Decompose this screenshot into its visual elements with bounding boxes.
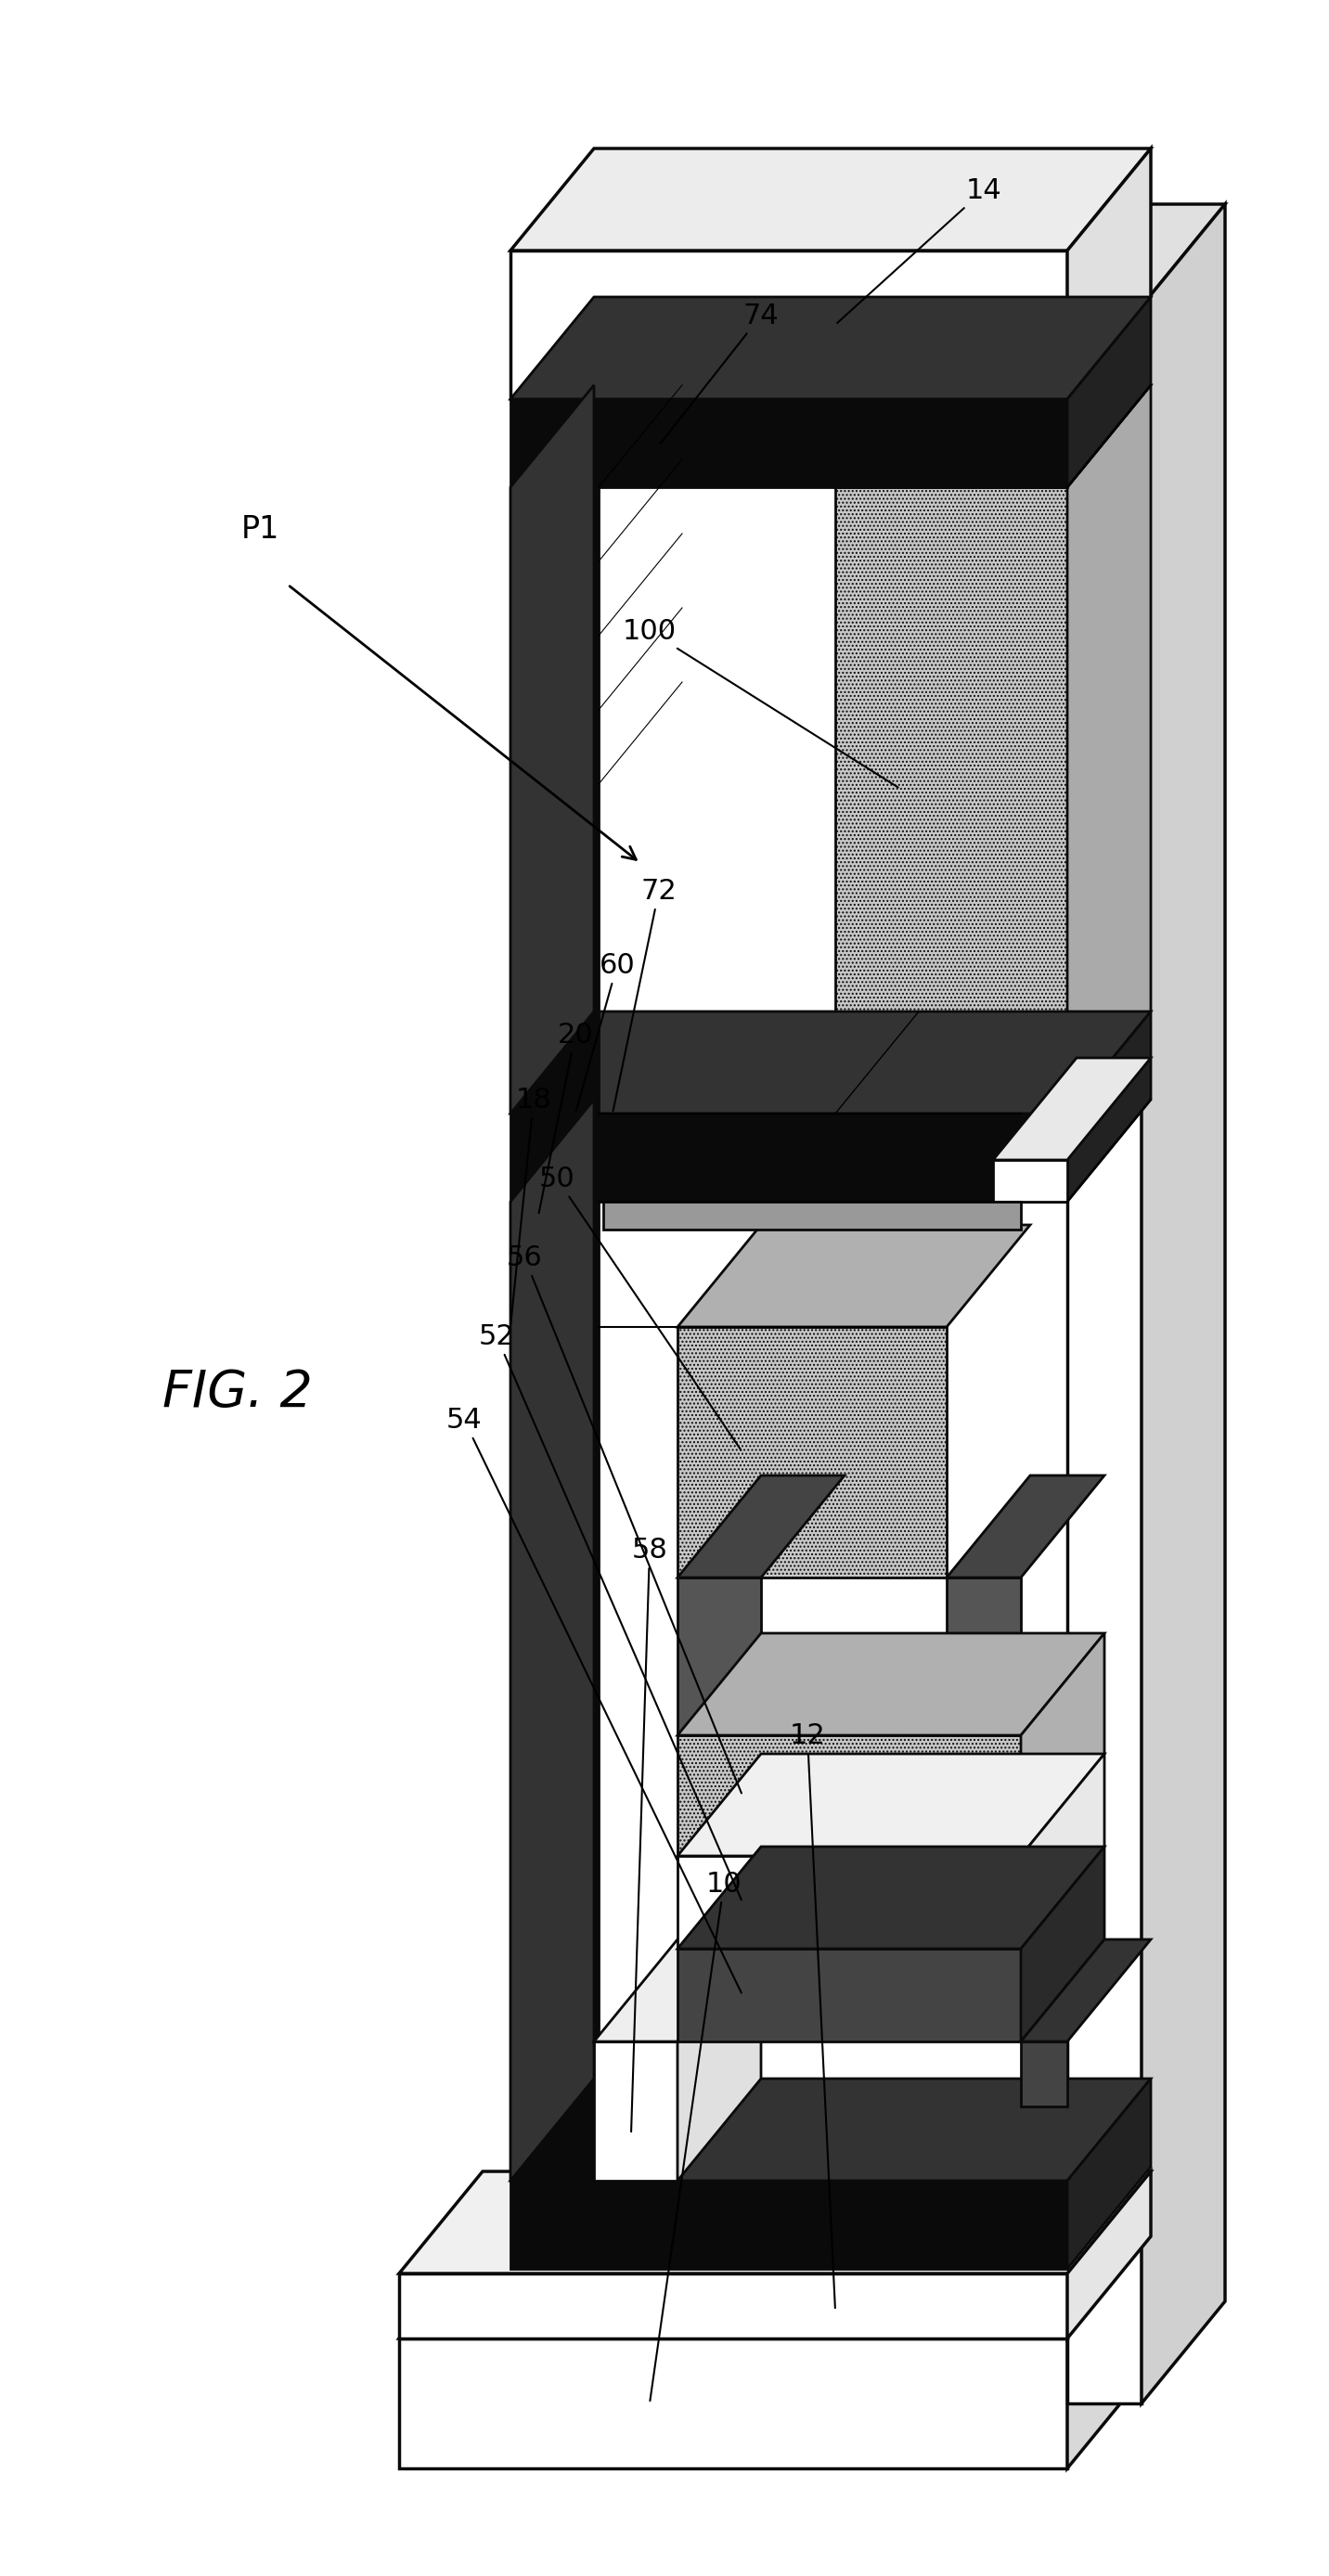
Text: 74: 74: [661, 301, 779, 443]
Polygon shape: [678, 1855, 1021, 1947]
Polygon shape: [399, 2172, 1151, 2275]
Polygon shape: [510, 2079, 1151, 2182]
Text: 52: 52: [478, 1324, 742, 1901]
Polygon shape: [1067, 1012, 1151, 1200]
Text: 58: 58: [631, 1535, 667, 2133]
Polygon shape: [1021, 1633, 1104, 1855]
Polygon shape: [1067, 2236, 1151, 2468]
Polygon shape: [1067, 307, 1142, 2403]
Polygon shape: [510, 1012, 1151, 1113]
Text: 50: 50: [538, 1164, 742, 1450]
Text: 100: 100: [623, 618, 898, 788]
Text: 12: 12: [789, 1721, 835, 2308]
Text: 60: 60: [575, 951, 635, 1110]
Polygon shape: [399, 2339, 1067, 2468]
Polygon shape: [510, 1200, 598, 2182]
Polygon shape: [510, 384, 594, 1113]
Polygon shape: [678, 1577, 762, 1736]
Polygon shape: [678, 1947, 1021, 2043]
Polygon shape: [1021, 2043, 1067, 2107]
Polygon shape: [1021, 1847, 1104, 2043]
Polygon shape: [1067, 296, 1151, 487]
Polygon shape: [946, 1577, 1021, 1736]
Polygon shape: [603, 1200, 1021, 1229]
Polygon shape: [510, 250, 1067, 399]
Polygon shape: [993, 1159, 1067, 1200]
Polygon shape: [510, 296, 1151, 399]
Polygon shape: [510, 149, 1151, 250]
Polygon shape: [678, 1736, 1021, 1855]
Polygon shape: [678, 1226, 1030, 1327]
Text: 54: 54: [447, 1406, 742, 1994]
Text: 56: 56: [506, 1244, 742, 1793]
Polygon shape: [678, 1754, 1104, 1855]
Polygon shape: [678, 1847, 1104, 1947]
Text: 20: 20: [538, 1020, 593, 1213]
Polygon shape: [594, 2043, 678, 2182]
Polygon shape: [835, 487, 1067, 1113]
Polygon shape: [678, 1476, 844, 1577]
Polygon shape: [510, 1113, 1067, 1200]
Polygon shape: [399, 2236, 1151, 2339]
Polygon shape: [1067, 384, 1151, 1113]
Polygon shape: [1067, 2172, 1151, 2339]
Text: FIG. 2: FIG. 2: [162, 1368, 312, 1417]
Polygon shape: [1067, 149, 1151, 399]
Polygon shape: [1021, 1940, 1151, 2043]
Text: 18: 18: [510, 1087, 552, 1324]
Text: 10: 10: [650, 1870, 742, 2401]
Polygon shape: [510, 2182, 1067, 2269]
Polygon shape: [1021, 1754, 1104, 1947]
Polygon shape: [399, 2275, 1067, 2339]
Text: P1: P1: [241, 513, 279, 544]
Polygon shape: [1067, 204, 1225, 307]
Polygon shape: [594, 1940, 762, 2043]
Polygon shape: [510, 487, 598, 1113]
Polygon shape: [835, 384, 1151, 487]
Polygon shape: [678, 1633, 1104, 1736]
Polygon shape: [993, 1059, 1151, 1159]
Polygon shape: [1067, 2079, 1151, 2269]
Polygon shape: [510, 1100, 594, 2182]
Polygon shape: [1142, 204, 1225, 2403]
Polygon shape: [510, 399, 1067, 487]
Polygon shape: [946, 1476, 1104, 1577]
Polygon shape: [678, 1327, 946, 1577]
Text: 72: 72: [613, 878, 676, 1110]
Polygon shape: [678, 1940, 762, 2182]
Text: 14: 14: [837, 178, 1002, 322]
